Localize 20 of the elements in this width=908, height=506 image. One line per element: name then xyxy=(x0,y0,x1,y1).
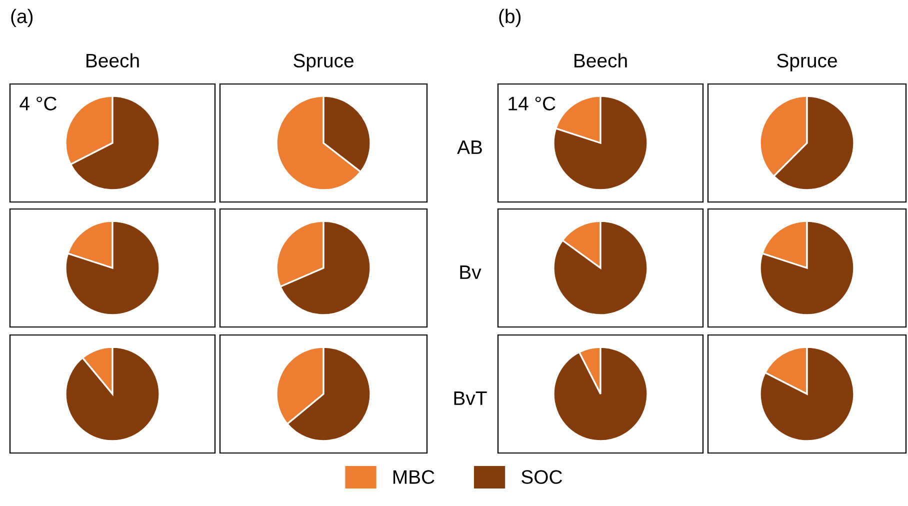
pie-slice xyxy=(64,220,160,316)
pie-slice xyxy=(64,346,160,442)
pie-slice xyxy=(759,346,855,442)
pie-slice xyxy=(280,220,372,316)
legend-label: MBC xyxy=(393,470,434,484)
text: AB xyxy=(457,140,482,154)
text: (b) xyxy=(499,8,521,28)
chart-title: Spruce xyxy=(294,54,354,72)
text: Bv xyxy=(460,266,482,279)
chart-title: Spruce xyxy=(777,54,837,72)
legend-label: SOC xyxy=(522,470,562,484)
text: 14 °C xyxy=(508,96,556,110)
text: (a) xyxy=(11,8,33,28)
pie-slice xyxy=(552,220,648,316)
pie-slice xyxy=(552,346,648,442)
text: 4 °C xyxy=(20,96,57,110)
chart-title: Beech xyxy=(574,53,627,68)
text: BvT xyxy=(454,392,487,405)
chart-title: Beech xyxy=(86,53,139,68)
pie-slice xyxy=(759,220,855,316)
